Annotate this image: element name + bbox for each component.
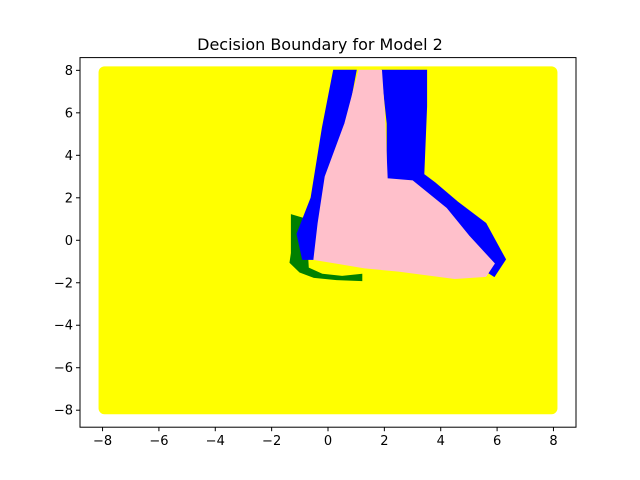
plot-area [98,66,558,415]
y-tick-label: −8 [54,404,73,419]
chart-title: Decision Boundary for Model 2 [197,35,443,54]
x-axis-ticks: −8 −6 −4 −2 0 2 4 6 8 [93,427,558,449]
axes-frame [79,57,577,428]
y-tick-label: −2 [54,276,73,291]
class-region-4 [313,69,495,280]
x-tick-label: 4 [437,434,445,449]
x-tick-label: −6 [149,434,168,449]
y-tick-label: 6 [65,106,73,121]
x-tick-label: −4 [206,434,225,449]
x-tick-label: 0 [324,434,332,449]
y-tick-label: 8 [65,64,73,79]
x-tick-label: 6 [493,434,501,449]
y-tick-label: −6 [54,361,73,376]
y-tick-label: 2 [65,191,73,206]
x-tick-label: 8 [549,434,557,449]
class-region-2 [296,69,357,260]
x-tick-label: 2 [380,434,388,449]
x-tick-label: −8 [93,434,112,449]
y-tick-label: 4 [65,149,73,164]
y-tick-label: −4 [54,319,73,334]
y-tick-label: 0 [65,234,73,249]
y-axis-ticks: −8 −6 −4 −2 0 2 4 6 8 [54,64,80,419]
x-tick-label: −2 [262,434,281,449]
